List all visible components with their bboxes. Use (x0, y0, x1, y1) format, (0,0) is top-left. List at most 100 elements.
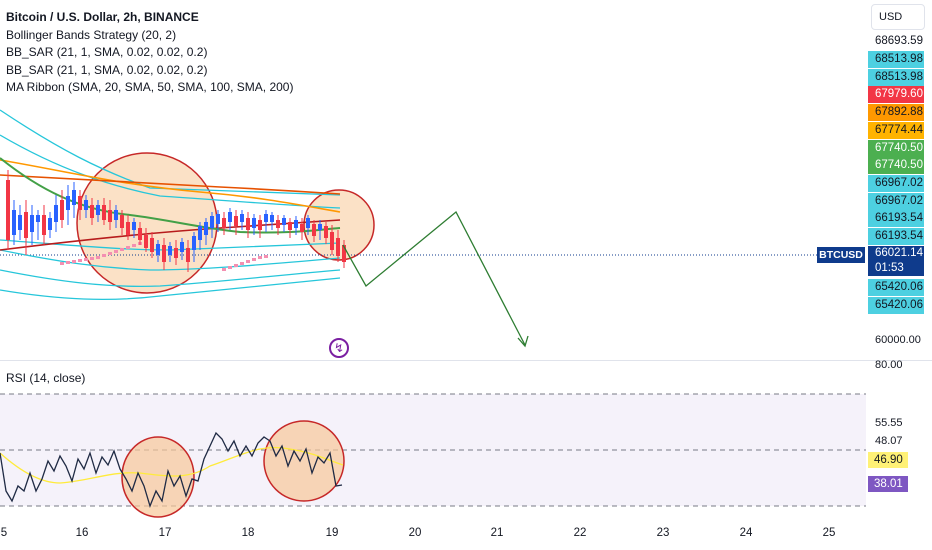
current-price-tag: 66021.14 01:53 (868, 246, 924, 276)
candle-body (228, 212, 232, 222)
price-axis-label: 67740.50 (868, 140, 924, 157)
currency-button[interactable]: USD (871, 4, 925, 30)
candle-body (264, 214, 268, 222)
lightning-event-icon[interactable]: ↯ (329, 338, 349, 358)
price-axis-label: 68693.59 (868, 33, 924, 50)
current-symbol-tag: BTCUSD (817, 247, 865, 263)
candle-body (216, 214, 220, 224)
sar-dot (114, 250, 118, 253)
candle-body (252, 218, 256, 228)
sar-dot (132, 244, 136, 247)
candle-body (54, 205, 58, 222)
candle-body (222, 218, 226, 228)
candle-body (186, 248, 190, 262)
main-chart-pane[interactable] (0, 0, 866, 360)
sar-dot (234, 264, 238, 267)
candle-body (180, 242, 184, 252)
bollinger-band-line (0, 134, 341, 209)
sar-dot (78, 259, 82, 262)
candle-body (306, 218, 310, 228)
sar-dot (90, 257, 94, 260)
candle-body (18, 215, 22, 230)
indicator-ma-ribbon[interactable]: MA Ribbon (SMA, 20, SMA, 50, SMA, 100, S… (6, 80, 294, 94)
candle-body (102, 205, 106, 220)
sar-dot (264, 255, 268, 258)
date-label: 18 (241, 527, 255, 539)
rsi-ma-tag: 46.90 (868, 452, 908, 468)
date-label: 22 (573, 527, 587, 539)
symbol-title[interactable]: Bitcoin / U.S. Dollar, 2h, BINANCE (6, 10, 199, 24)
candle-body (42, 215, 46, 235)
bar-countdown: 01:53 (875, 262, 904, 274)
candle-body (234, 216, 238, 226)
price-axis-label: 66193.54 (868, 228, 924, 245)
candle-body (156, 244, 160, 255)
candle-body (168, 246, 172, 255)
candle-body (12, 210, 16, 235)
rsi-pane[interactable] (0, 361, 866, 521)
date-label: 24 (739, 527, 753, 539)
candle-body (138, 228, 142, 240)
sar-dot (228, 266, 232, 269)
candle-body (24, 212, 28, 238)
sar-dot (252, 258, 256, 261)
price-axis-label: 68513.98 (868, 69, 924, 86)
bollinger-band-line (0, 109, 341, 196)
candle-body (210, 216, 214, 228)
candle-body (60, 200, 64, 220)
candle-body (312, 224, 316, 236)
candle-body (336, 238, 340, 256)
sar-dot (66, 261, 70, 264)
projection-arrowhead (517, 335, 529, 348)
candle-body (48, 218, 52, 230)
candle-body (198, 226, 202, 240)
date-label: 25 (822, 527, 836, 539)
highlight-circle (121, 436, 195, 518)
rsi-axis-48: 48.07 (875, 435, 903, 447)
candle-body (342, 245, 346, 262)
candle-body (270, 215, 274, 222)
rsi-title[interactable]: RSI (14, close) (6, 371, 86, 385)
candle-body (90, 205, 94, 218)
sar-dot (126, 246, 130, 249)
candle-body (192, 236, 196, 250)
sar-dot (108, 252, 112, 255)
date-label: 23 (656, 527, 670, 539)
rsi-value-tag: 38.01 (868, 476, 908, 492)
indicator-bbsar-1[interactable]: BB_SAR (21, 1, SMA, 0.02, 0.02, 0.2) (6, 45, 208, 59)
price-axis-label: 65420.06 (868, 297, 924, 314)
rsi-axis-55: 55.55 (875, 417, 903, 429)
date-label: 19 (325, 527, 339, 539)
projection-path (342, 210, 526, 346)
sar-dot (72, 260, 76, 263)
sar-dot (60, 262, 64, 265)
sar-dot (258, 256, 262, 259)
price-axis-bottom-label: 60000.00 (875, 334, 921, 346)
candle-body (294, 220, 298, 228)
candle-body (132, 222, 136, 230)
price-axis-label: 67979.60 (868, 86, 924, 103)
indicator-bollinger[interactable]: Bollinger Bands Strategy (20, 2) (6, 27, 177, 42)
bollinger-band-line (0, 277, 341, 301)
sar-dot (84, 258, 88, 261)
candle-body (150, 238, 154, 252)
price-axis-label: 67740.50 (868, 157, 924, 174)
candle-body (282, 218, 286, 225)
candle-body (144, 235, 148, 248)
candle-body (288, 222, 292, 230)
sar-dot (102, 254, 106, 257)
highlight-circle (263, 420, 345, 502)
chart-legend: Bitcoin / U.S. Dollar, 2h, BINANCE Bolli… (6, 9, 293, 97)
indicator-bbsar-2[interactable]: BB_SAR (21, 1, SMA, 0.02, 0.02, 0.2) (6, 62, 208, 77)
candle-body (120, 215, 124, 228)
price-axis-label: 66193.54 (868, 210, 924, 227)
candle-body (330, 232, 334, 250)
candle-body (126, 222, 130, 235)
price-axis-label: 66967.02 (868, 193, 924, 210)
candle-body (174, 248, 178, 258)
rsi-line (0, 431, 343, 508)
pane-separator[interactable] (0, 360, 932, 361)
date-label: 17 (158, 527, 172, 539)
candle-body (162, 245, 166, 262)
